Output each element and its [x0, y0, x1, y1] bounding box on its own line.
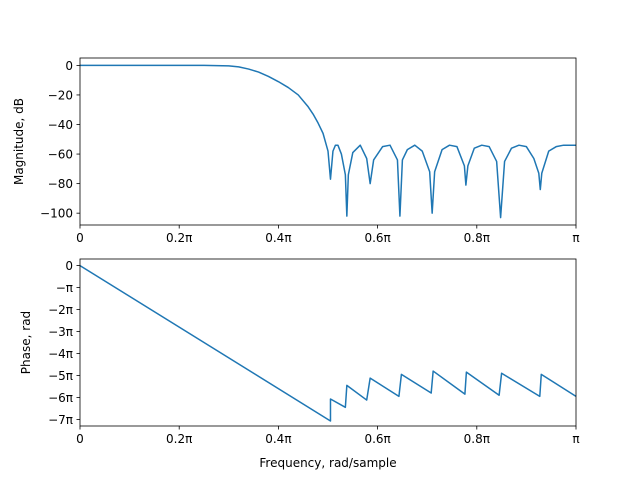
- phase-axes-frame: [79, 258, 577, 427]
- phase-y-axis-label: Phase, rad: [19, 311, 33, 374]
- magnitude-x-tick-label: 0.4π: [265, 231, 291, 245]
- phase-y-tick-label: −2π: [48, 303, 73, 317]
- magnitude-y-tick-label: −80: [48, 177, 73, 191]
- magnitude-y-axis-label: Magnitude, dB: [12, 98, 26, 185]
- magnitude-panel: 0 0.2π 0.4π 0.6π 0.8π π 0 −20 −40 −60 −80 −100 Magni…: [12, 57, 580, 245]
- phase-x-tick-label: 0: [76, 432, 84, 446]
- magnitude-y-tick-label: −20: [48, 88, 73, 102]
- phase-x-tick-label: 0.4π: [265, 432, 291, 446]
- magnitude-y-tick-label: 0: [65, 59, 73, 73]
- magnitude-y-tick-label: −60: [48, 148, 73, 162]
- magnitude-axes-frame: [79, 57, 577, 226]
- phase-y-tick-label: −6π: [48, 391, 73, 405]
- phase-x-tick-label: 0.6π: [364, 432, 390, 446]
- magnitude-x-tick-label: 0.6π: [364, 231, 390, 245]
- phase-x-tick-label: π: [572, 432, 579, 446]
- phase-x-tick-label: 0.8π: [464, 432, 490, 446]
- phase-series-line: [79, 264, 577, 422]
- magnitude-x-tick-label: π: [572, 231, 579, 245]
- magnitude-x-tick-label: 0.2π: [166, 231, 192, 245]
- phase-y-tick-label: 0: [65, 259, 73, 273]
- phase-y-tick-label: −π: [56, 281, 73, 295]
- magnitude-x-tick-label: 0.8π: [464, 231, 490, 245]
- phase-y-tick-label: −4π: [48, 347, 73, 361]
- phase-x-tick-label: 0.2π: [166, 432, 192, 446]
- magnitude-x-tick-label: 0: [76, 231, 84, 245]
- magnitude-series-line: [80, 64, 576, 219]
- phase-x-axis-label: Frequency, rad/sample: [259, 456, 396, 470]
- phase-y-tick-label: −5π: [48, 369, 73, 383]
- magnitude-y-tick-label: −40: [48, 118, 73, 132]
- phase-panel: 0 0.2π 0.4π 0.6π 0.8π π 0 −π −2π −3π −4π −5π −6π −7π P…: [19, 258, 580, 470]
- phase-y-tick-label: −3π: [48, 325, 73, 339]
- phase-y-tick-label: −7π: [48, 413, 73, 427]
- magnitude-y-tick-label: −100: [40, 207, 73, 221]
